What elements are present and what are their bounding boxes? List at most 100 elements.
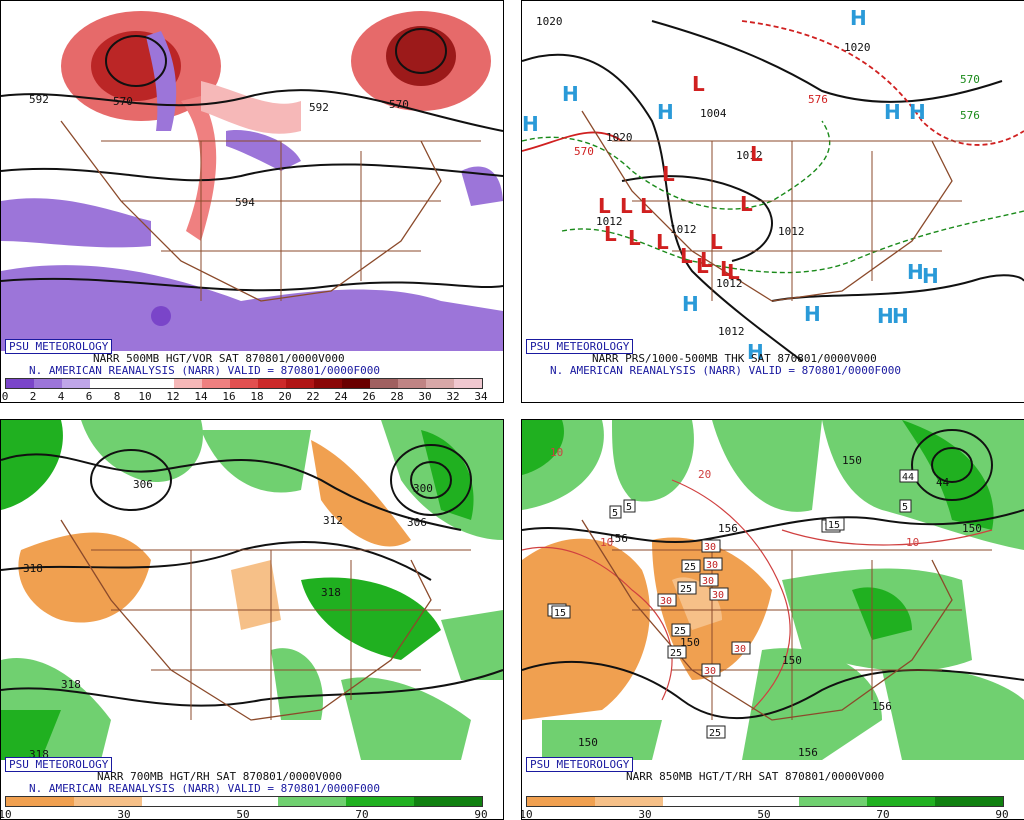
contour-label: 306 (407, 516, 427, 529)
svg-text:5: 5 (902, 502, 908, 513)
colorbar-swatch (74, 797, 142, 806)
contour-label: 306 (133, 478, 153, 491)
svg-text:44: 44 (902, 472, 914, 483)
colorbar-swatch (6, 797, 74, 806)
vorticity-map: 592 570 592 570 594 (1, 1, 503, 351)
colorbar-swatch (202, 379, 230, 388)
temperature-label-box: 30 (703, 557, 723, 571)
high-pressure-marker: H (522, 112, 539, 136)
high-pressure-marker: H (892, 304, 909, 328)
svg-text:30: 30 (712, 590, 724, 601)
isobar-label: 1020 (844, 41, 871, 54)
colorbar-swatch (595, 797, 663, 806)
svg-text:5: 5 (626, 502, 632, 513)
isobar-label: 1012 (596, 215, 623, 228)
colorbar-swatch (398, 379, 426, 388)
colorbar-tick-label: 14 (194, 390, 208, 403)
colorbar-tick-label: 20 (278, 390, 292, 403)
svg-text:30: 30 (660, 596, 672, 607)
temperature-label-box: 30 (657, 593, 677, 607)
colorbar-swatch (414, 797, 482, 806)
colorbar-swatch (935, 797, 1003, 806)
temperature-label-box: 15 (551, 605, 571, 619)
isobar-label: 1020 (536, 15, 563, 28)
contour-label: 318 (321, 586, 341, 599)
contour-label: 318 (23, 562, 43, 575)
temperature-label-box: 25 (671, 623, 691, 637)
colorbar-tick-label: 16 (222, 390, 236, 403)
isobar-label: 1012 (778, 225, 805, 238)
contour-label: 156 (608, 532, 628, 545)
colorbar-tick-label: 10 (522, 808, 533, 820)
temperature-label-box: 5 (623, 499, 636, 513)
low-pressure-marker: L (692, 72, 705, 96)
psu-branding: PSU METEOROLOGY (526, 339, 634, 354)
contour-label: 300 (413, 482, 433, 495)
high-pressure-marker: H (804, 302, 821, 326)
low-pressure-marker: L (604, 222, 617, 246)
contour-label: 592 (29, 93, 49, 106)
contour-label: 156 (872, 700, 892, 713)
contour-label: 20 (698, 468, 711, 481)
low-pressure-marker: L (740, 192, 753, 216)
colorbar-tick-label: 90 (995, 808, 1009, 820)
colorbar-swatch (142, 797, 210, 806)
contour-label: 150 (962, 522, 982, 535)
svg-text:30: 30 (702, 576, 714, 587)
psu-branding: PSU METEOROLOGY (526, 757, 634, 772)
colorbar-swatch (258, 379, 286, 388)
temperature-label-box: 30 (699, 573, 719, 587)
low-pressure-marker: L (656, 230, 669, 254)
low-pressure-marker: L (680, 244, 693, 268)
svg-text:30: 30 (704, 666, 716, 677)
high-pressure-marker: H (562, 82, 579, 106)
colorbar-swatch (370, 379, 398, 388)
thickness-label: 570 (960, 73, 980, 86)
colorbar-tick-label: 50 (757, 808, 771, 820)
contour-label: 10 (906, 536, 919, 549)
rh-map-850: 5515303030252530303025253015251551544 15… (522, 420, 1024, 760)
colorbar-tick-label: 0 (1, 390, 9, 403)
contour-label: 150 (578, 736, 598, 749)
svg-text:30: 30 (704, 542, 716, 553)
colorbar-tick-label: 28 (390, 390, 404, 403)
colorbar-swatch (34, 379, 62, 388)
colorbar-swatch (731, 797, 799, 806)
colorbar-tick-label: 10 (1, 808, 12, 820)
temperature-label-box: 30 (709, 587, 729, 601)
colorbar-swatch (230, 379, 258, 388)
high-pressure-marker: H (922, 264, 939, 288)
high-pressure-marker: H (657, 100, 674, 124)
colorbar-tick-label: 18 (250, 390, 264, 403)
low-pressure-marker: L (696, 254, 709, 278)
svg-text:25: 25 (684, 562, 696, 573)
contour-label: 156 (718, 522, 738, 535)
low-pressure-marker: L (598, 194, 611, 218)
colorbar (5, 378, 483, 389)
temperature-label-box: 25 (677, 581, 697, 595)
temperature-label-box: 30 (701, 663, 721, 677)
colorbar-swatch (62, 379, 90, 388)
colorbar-swatch (342, 379, 370, 388)
colorbar-tick-label: 34 (474, 390, 488, 403)
contour-label: 10 (600, 536, 613, 549)
svg-text:5: 5 (612, 508, 618, 519)
isobar-label: 1012 (670, 223, 697, 236)
colorbar-swatch (346, 797, 414, 806)
isobar-label: 1012 (718, 325, 745, 338)
product-caption: NARR PRS/1000-500MB THK SAT 870801/0000V… (592, 352, 877, 365)
svg-text:30: 30 (734, 644, 746, 655)
colorbar-swatch (146, 379, 174, 388)
colorbar-tick-label: 6 (85, 390, 93, 403)
isobar-label: 1012 (736, 149, 763, 162)
product-caption: NARR 850MB HGT/T/RH SAT 870801/0000V000 (626, 770, 885, 783)
contour-label: 150 (782, 654, 802, 667)
contour-label: 594 (235, 196, 255, 209)
colorbar-swatch (454, 379, 482, 388)
product-caption: NARR 500MB HGT/VOR SAT 870801/0000V000 (93, 352, 345, 365)
panel-500mb-vorticity: 592 570 592 570 594 PSU METEOROLOGY NARR… (0, 0, 504, 403)
isobar-label: 1004 (700, 107, 727, 120)
high-pressure-marker: H (909, 100, 926, 124)
low-pressure-marker: L (700, 248, 713, 272)
colorbar-tick-label: 50 (236, 808, 250, 820)
